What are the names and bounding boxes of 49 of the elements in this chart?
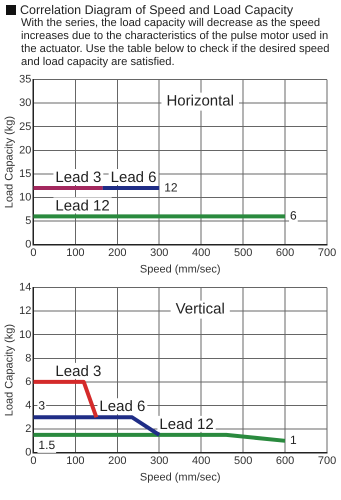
y-tick-label: 10 [19,328,32,341]
x-tick-label: 500 [234,247,252,260]
series-label: Lead 6 [110,169,157,186]
annotation: 3 [38,398,46,413]
series-label: Lead 3 [55,169,102,186]
y-tick-label: 30 [19,97,32,110]
series-label: Lead 12 [55,197,110,214]
y-axis-title: Load Capacity (kg) [4,116,16,208]
x-tick-label: 700 [318,455,336,468]
x-tick-label: 400 [192,247,210,260]
y-tick-label: 5 [25,215,32,228]
y-axis-title: Load Capacity (kg) [4,324,16,416]
y-tick-label: 10 [19,191,32,204]
text: Horizontal [166,92,234,110]
annotation: 1 [290,433,298,448]
text: With the series, the load capacity will decrease as the speed increases due to the characteristics of the pulse motor used in the actuator. Use the table below to check if the desired speed and load capacity are satisfied. [21,17,330,69]
annotation: 6 [290,208,298,223]
y-tick-label: 4 [25,399,32,412]
x-tick-label: 200 [108,247,126,260]
y-tick-label: 25 [19,120,32,133]
x-tick-label: 300 [150,455,168,468]
x-tick-label: 100 [66,455,85,468]
x-tick-label: 300 [150,247,168,260]
y-tick-label: 35 [19,74,32,86]
x-tick-label: 500 [234,455,252,468]
annotation: 1.5 [38,438,56,452]
y-tick-label: 14 [19,282,32,294]
x-tick-label: 400 [192,455,210,468]
y-tick-label: 12 [19,305,32,318]
x-axis-title: Speed (mm/sec) [140,471,221,484]
y-tick-label: 8 [25,352,32,364]
y-tick-label: 20 [19,144,32,156]
text: Vertical [176,300,225,318]
series-label: Lead 12 [159,416,214,433]
x-tick-label: 600 [276,247,294,260]
series-label: Lead 3 [55,362,102,380]
x-tick-label: 700 [318,247,336,260]
x-tick-label: 600 [276,455,294,468]
text: Correlation Diagram of Speed and Load Capacity [20,3,294,17]
x-tick-label: 100 [66,247,85,260]
y-tick-label: 6 [25,376,32,388]
x-axis-title: Speed (mm/sec) [140,263,221,276]
y-tick-label: 0 [25,446,32,459]
y-tick-label: 15 [19,168,32,180]
annotation: 12 [164,180,178,194]
y-tick-label: 2 [25,423,32,436]
y-tick-label: 0 [25,238,32,251]
series-label: Lead 6 [99,398,146,416]
x-tick-label: 200 [108,455,126,468]
